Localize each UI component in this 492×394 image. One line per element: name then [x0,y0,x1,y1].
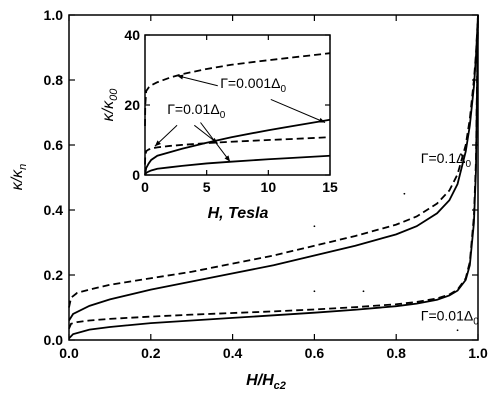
inset-series-line-0 [144,52,331,127]
inset-arrow-head [154,140,161,147]
ann-main-1-sub: 0 [473,317,479,328]
inset-xtick-label: 0 [141,179,149,195]
main-ytick-label: 0.8 [44,72,64,88]
main-ylabel: κ/κn [9,164,29,191]
main-xtick-label: 1.0 [468,345,488,361]
main-ytick-label: 0.4 [44,202,64,218]
inset-arrow-line [176,75,218,87]
inset-ylabel: κ/κ00 [100,88,120,122]
ann-main-1-text: Γ=0.01Δ [421,308,474,324]
inset-series-line-3 [144,154,331,176]
inset-arrow-head [177,74,184,80]
inset-ytick-label: 0 [132,167,140,183]
main-xtick-label: 0.2 [141,345,161,361]
inset-series [144,52,331,176]
main-ticks: 0.0 0.2 0.4 0.6 0.8 1.0 0.0 0.2 0.4 0.6 0.8 1.0 [44,7,488,361]
main-xlabel-text: H/H [246,372,274,389]
main-series [68,14,479,340]
main-ytick-label: 0.0 [44,332,64,348]
main-scatter-point [313,290,316,293]
inset-ylabel-sub: 00 [108,88,120,101]
main-scatter-point [313,225,316,228]
main-xlabel-sub: c2 [274,380,286,392]
main-ytick-label: 1.0 [44,7,64,23]
inset-annotation-gamma-0.001: Γ=0.001Δ0 [220,75,286,95]
inset-arrow-line [270,98,326,123]
ann-main-0-text: Γ=0.1Δ [421,150,466,166]
inset-annotation-gamma-0.01: Γ=0.01Δ0 [167,101,226,121]
inset-xlabel: H, Tesla [208,205,269,222]
inset-series-line-2 [144,136,331,165]
main-series-line-3 [68,14,479,340]
main-ylabel-text: κ/κ [9,169,26,190]
main-scatter-point [403,192,406,195]
inset-ytick-label: 20 [124,97,140,113]
main-ylabel-sub: n [17,164,29,170]
inset-ytick-label: 40 [124,27,140,43]
inset-arrow-head [318,117,326,123]
inset-xtick-label: 5 [203,179,211,195]
inset-xtick-label: 15 [322,179,338,195]
main-series-line-0 [68,14,479,308]
main-xtick-label: 0.4 [223,345,243,361]
ann-main-0-sub: 0 [465,159,471,170]
main-annotation-gamma-0.01: Γ=0.01Δ0 [421,308,480,328]
ann-inset-0-sub: 0 [281,84,287,95]
main-ytick-label: 0.6 [44,137,64,153]
main-series-line-1 [68,14,479,321]
main-scatter-point [362,290,365,293]
inset-xtick-label: 10 [261,179,277,195]
ann-inset-1-text: Γ=0.01Δ [167,101,220,117]
ann-inset-1-sub: 0 [220,110,226,121]
main-xlabel: H/Hc2 [246,372,286,392]
main-scatter-points [313,192,459,332]
main-ytick-label: 0.2 [44,267,64,283]
main-xtick-label: 0.6 [305,345,325,361]
main-xtick-label: 0.8 [386,345,406,361]
main-annotation-gamma-0.1: Γ=0.1Δ0 [421,150,472,170]
inset-background [145,35,330,175]
inset-ylabel-text: κ/κ [100,100,117,121]
inset-series-line-1 [144,118,331,176]
main-plot-frame [68,14,479,341]
inset-arrows [154,74,326,163]
ann-inset-0-text: Γ=0.001Δ [220,75,280,91]
main-xtick-label: 0.0 [59,345,79,361]
inset-arrow-line [200,122,231,163]
inset-arrow-head [224,155,231,162]
main-scatter-point [456,329,459,332]
